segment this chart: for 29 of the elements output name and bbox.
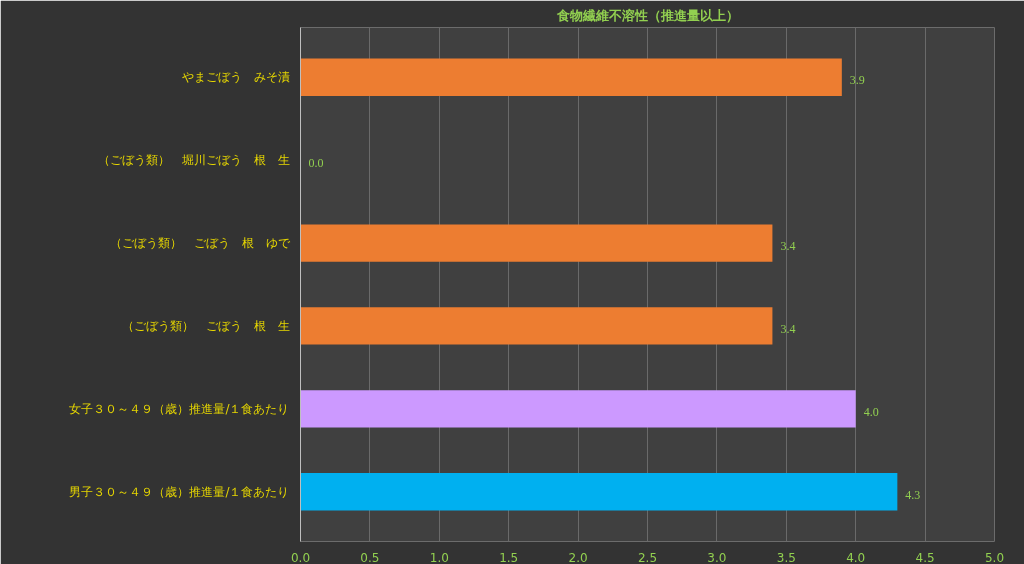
x-tick-label: 1.5	[499, 550, 519, 564]
x-tick-label: 2.5	[637, 550, 658, 564]
x-tick-label: 0.0	[290, 550, 311, 564]
x-tick-label: 4.0	[846, 550, 866, 564]
x-tick-label: 1.0	[429, 550, 449, 564]
x-tick-label: 0.5	[360, 550, 380, 564]
bar	[300, 224, 773, 262]
y-tick-label: 女子３０～４９（歳）推進量/１食あたり	[69, 401, 290, 416]
x-tick-label: 4.5	[915, 550, 935, 564]
data-label: 0.0	[308, 156, 324, 171]
data-label: 3.9	[849, 73, 865, 88]
data-label: 3.4	[780, 239, 796, 254]
y-tick-label: 男子３０～４９（歳）推進量/１食あたり	[69, 484, 290, 499]
bar	[300, 390, 856, 428]
bar	[300, 307, 773, 345]
y-tick-label: やまごぼう みそ漬	[181, 70, 290, 85]
bar	[300, 58, 842, 96]
x-tick-label: 5.0	[984, 550, 1005, 564]
x-tick-label: 2.0	[568, 550, 588, 564]
x-tick-label: 3.0	[707, 550, 727, 564]
y-tick-label: （ごぼう類） ごぼう 根 生	[121, 318, 290, 333]
bar	[300, 473, 898, 511]
x-tick-label: 3.5	[776, 550, 796, 564]
y-tick-label: （ごぼう類） ごぼう 根 ゆで	[109, 236, 291, 251]
data-label: 4.0	[863, 404, 879, 419]
data-label: 3.4	[780, 321, 796, 336]
data-label: 4.3	[905, 487, 921, 502]
y-tick-label: （ごぼう類） 堀川ごぼう 根 生	[97, 153, 290, 168]
chart-title: 食物繊維不溶性（推進量以上）	[555, 7, 739, 23]
